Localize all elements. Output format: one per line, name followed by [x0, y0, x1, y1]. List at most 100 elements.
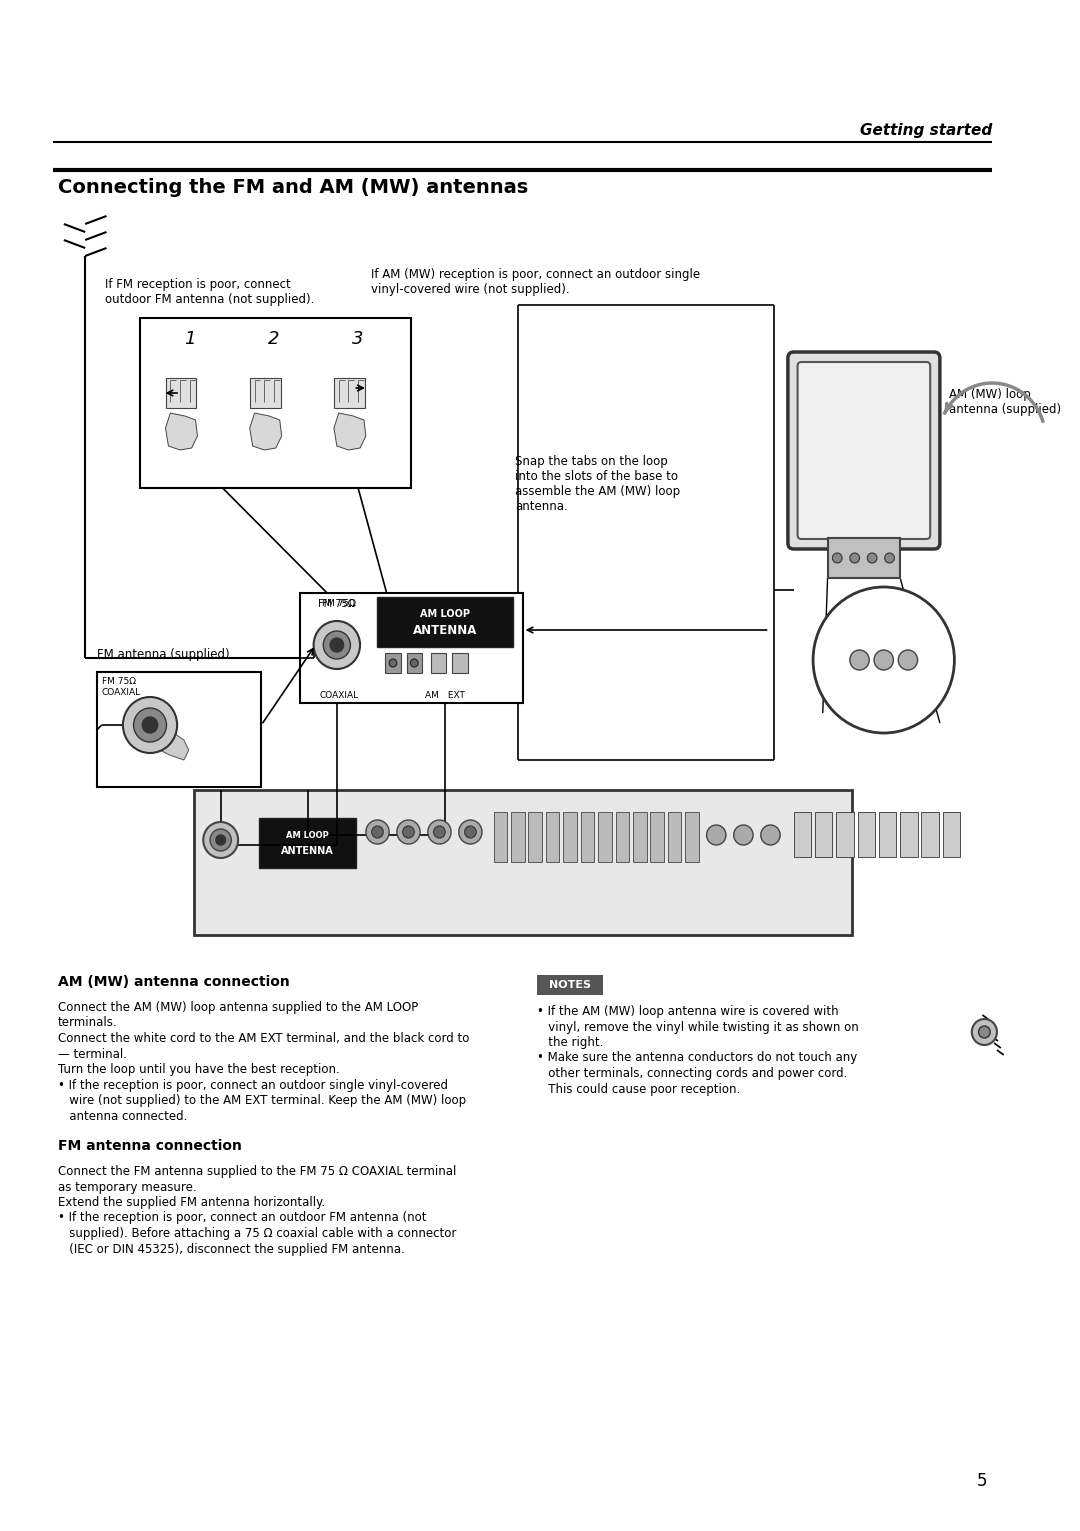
Circle shape	[210, 828, 231, 851]
Circle shape	[874, 651, 893, 671]
Text: ANTENNA: ANTENNA	[413, 625, 477, 637]
Text: wire (not supplied) to the AM EXT terminal. Keep the AM (MW) loop: wire (not supplied) to the AM EXT termin…	[58, 1095, 467, 1107]
Bar	[943, 811, 960, 857]
Circle shape	[323, 631, 350, 658]
Text: 2: 2	[268, 331, 280, 348]
Bar	[815, 811, 833, 857]
Bar	[667, 811, 681, 862]
Bar	[494, 811, 508, 862]
Circle shape	[813, 586, 955, 733]
Circle shape	[403, 827, 415, 837]
Text: 3: 3	[352, 331, 364, 348]
Text: Turn the loop until you have the best reception.: Turn the loop until you have the best re…	[58, 1063, 340, 1076]
Text: FM antenna (supplied): FM antenna (supplied)	[97, 648, 229, 661]
Text: AM EXT: AM EXT	[426, 690, 465, 700]
Polygon shape	[334, 413, 366, 450]
Text: FM 75Ω: FM 75Ω	[322, 599, 355, 608]
Bar	[140, 318, 411, 488]
Bar	[165, 378, 197, 407]
Text: COAXIAL: COAXIAL	[320, 690, 359, 700]
Bar	[827, 537, 901, 579]
Text: supplied). Before attaching a 75 Ω coaxial cable with a connector: supplied). Before attaching a 75 Ω coaxi…	[58, 1226, 457, 1240]
Bar	[528, 811, 542, 862]
Bar	[386, 654, 401, 674]
Text: If AM (MW) reception is poor, connect an outdoor single
vinyl-covered wire (not : If AM (MW) reception is poor, connect an…	[370, 268, 700, 295]
Text: Extend the supplied FM antenna horizontally.: Extend the supplied FM antenna horizonta…	[58, 1196, 325, 1209]
Text: other terminals, connecting cords and power cord.: other terminals, connecting cords and po…	[537, 1067, 848, 1079]
Circle shape	[760, 825, 780, 845]
Circle shape	[464, 827, 476, 837]
Bar	[537, 975, 603, 995]
Text: • If the reception is poor, connect an outdoor FM antenna (not: • If the reception is poor, connect an o…	[58, 1211, 427, 1225]
Bar	[650, 811, 664, 862]
Circle shape	[867, 553, 877, 563]
Text: as temporary measure.: as temporary measure.	[58, 1180, 197, 1194]
Text: • If the reception is poor, connect an outdoor single vinyl-covered: • If the reception is poor, connect an o…	[58, 1078, 448, 1092]
Circle shape	[428, 821, 451, 844]
Bar	[97, 672, 261, 787]
Text: • If the AM (MW) loop antenna wire is covered with: • If the AM (MW) loop antenna wire is co…	[537, 1004, 839, 1018]
Circle shape	[885, 553, 894, 563]
Circle shape	[978, 1026, 990, 1038]
Text: vinyl, remove the vinyl while twisting it as shown on: vinyl, remove the vinyl while twisting i…	[537, 1021, 859, 1033]
Text: FM 75Ω: FM 75Ω	[319, 599, 355, 609]
Circle shape	[366, 821, 389, 844]
Circle shape	[313, 622, 360, 669]
Bar	[858, 811, 875, 857]
Text: AM LOOP: AM LOOP	[420, 609, 470, 619]
Text: Connect the FM antenna supplied to the FM 75 Ω COAXIAL terminal: Connect the FM antenna supplied to the F…	[58, 1165, 457, 1177]
Bar	[334, 378, 365, 407]
Bar	[300, 592, 523, 703]
FancyBboxPatch shape	[788, 352, 940, 550]
Bar	[545, 811, 559, 862]
Circle shape	[459, 821, 482, 844]
Circle shape	[143, 717, 158, 733]
Circle shape	[134, 707, 166, 743]
Circle shape	[203, 822, 238, 857]
Text: 1: 1	[184, 331, 195, 348]
Circle shape	[389, 658, 396, 668]
Circle shape	[850, 651, 869, 671]
Text: Connecting the FM and AM (MW) antennas: Connecting the FM and AM (MW) antennas	[58, 178, 528, 197]
Text: the right.: the right.	[537, 1036, 604, 1049]
Bar	[378, 597, 513, 648]
Bar	[564, 811, 577, 862]
Text: Connect the AM (MW) loop antenna supplied to the AM LOOP: Connect the AM (MW) loop antenna supplie…	[58, 1001, 418, 1014]
Polygon shape	[160, 730, 189, 759]
Text: FM antenna connection: FM antenna connection	[58, 1139, 242, 1153]
Bar	[836, 811, 853, 857]
Circle shape	[972, 1020, 997, 1046]
Bar	[633, 811, 647, 862]
Bar	[901, 811, 918, 857]
Text: terminals.: terminals.	[58, 1017, 118, 1029]
Bar	[193, 790, 852, 935]
Text: ANTENNA: ANTENNA	[282, 847, 334, 856]
Circle shape	[396, 821, 420, 844]
Bar	[406, 654, 422, 674]
Text: This could cause poor reception.: This could cause poor reception.	[537, 1082, 741, 1096]
Circle shape	[410, 658, 418, 668]
Text: • Make sure the antenna conductors do not touch any: • Make sure the antenna conductors do no…	[537, 1052, 858, 1064]
Circle shape	[850, 553, 860, 563]
Bar	[921, 811, 939, 857]
Circle shape	[733, 825, 753, 845]
Text: antenna connected.: antenna connected.	[58, 1110, 188, 1122]
Text: AM (MW) loop
antenna (supplied): AM (MW) loop antenna (supplied)	[948, 387, 1061, 416]
Bar	[259, 818, 356, 868]
Bar	[431, 654, 446, 674]
Text: If FM reception is poor, connect
outdoor FM antenna (not supplied).: If FM reception is poor, connect outdoor…	[105, 279, 314, 306]
Circle shape	[216, 834, 226, 845]
Polygon shape	[249, 413, 282, 450]
Circle shape	[330, 638, 343, 652]
Text: Getting started: Getting started	[860, 122, 993, 138]
Text: — terminal.: — terminal.	[58, 1047, 127, 1061]
Text: AM LOOP: AM LOOP	[286, 831, 329, 841]
Bar	[453, 654, 468, 674]
Text: FM 75Ω: FM 75Ω	[102, 677, 136, 686]
Polygon shape	[165, 413, 198, 450]
Circle shape	[833, 553, 842, 563]
Text: Snap the tabs on the loop
into the slots of the base to
assemble the AM (MW) loo: Snap the tabs on the loop into the slots…	[515, 455, 680, 513]
Bar	[794, 811, 811, 857]
Bar	[879, 811, 896, 857]
Text: AM (MW) antenna connection: AM (MW) antenna connection	[58, 975, 289, 989]
